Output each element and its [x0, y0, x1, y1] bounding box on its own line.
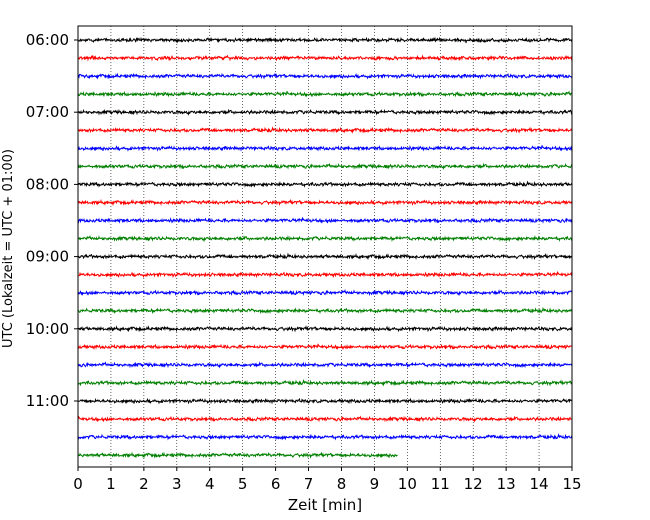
trace-0915: [77, 271, 573, 279]
trace-1115: [77, 415, 573, 423]
trace-0745: [77, 162, 573, 171]
x-tick-label-4: 4: [205, 475, 215, 493]
trace-0645: [77, 90, 573, 98]
trace-0615: [77, 54, 573, 62]
x-tick-label-9: 9: [370, 475, 380, 493]
x-tick-label-2: 2: [139, 475, 149, 493]
x-axis-ticks: 0 1 2 3 4 5 6 7 8 9 10 11 12 13 14 15: [73, 467, 582, 493]
y-tick-label-07:00: 07:00: [26, 103, 69, 121]
x-tick-label-6: 6: [271, 475, 281, 493]
seismic-traces: [77, 36, 573, 459]
trace-0600: [77, 36, 573, 44]
trace-0900: [77, 252, 573, 261]
trace-0945: [77, 306, 573, 315]
trace-1145: [77, 451, 398, 459]
y-axis-label: UTC (Lokalzeit = UTC + 01:00): [1, 149, 16, 348]
x-tick-label-12: 12: [464, 475, 483, 493]
y-tick-label-08:00: 08:00: [26, 175, 69, 193]
trace-0830: [77, 217, 573, 224]
x-tick-label-7: 7: [304, 475, 314, 493]
x-tick-label-10: 10: [398, 475, 417, 493]
x-tick-label-3: 3: [172, 475, 182, 493]
trace-0845: [77, 234, 573, 243]
x-tick-label-14: 14: [530, 475, 549, 493]
trace-0700: [77, 108, 573, 116]
y-tick-label-11:00: 11:00: [26, 392, 69, 410]
trace-1130: [77, 433, 573, 441]
x-tick-label-1: 1: [106, 475, 116, 493]
plot-frame: [77, 25, 573, 468]
y-axis-ticks: 06:00 07:00 08:00 09:00 10:00 11:00: [26, 31, 78, 410]
y-tick-label-10:00: 10:00: [26, 320, 69, 338]
trace-1100: [77, 397, 573, 405]
trace-1045: [77, 378, 573, 387]
trace-0730: [77, 145, 573, 152]
trace-0715: [77, 126, 573, 134]
trace-1030: [77, 361, 573, 369]
trace-0800: [77, 180, 573, 188]
x-tick-label-5: 5: [238, 475, 248, 493]
trace-1015: [77, 343, 573, 351]
y-tick-label-06:00: 06:00: [26, 31, 69, 49]
trace-0815: [77, 198, 573, 207]
trace-0930: [77, 289, 573, 297]
x-axis-label: Zeit [min]: [288, 496, 362, 514]
x-tick-label-8: 8: [337, 475, 347, 493]
x-tick-label-11: 11: [431, 475, 450, 493]
x-tick-label-15: 15: [562, 475, 581, 493]
trace-0630: [77, 72, 573, 80]
y-tick-label-09:00: 09:00: [26, 248, 69, 266]
x-tick-label-0: 0: [73, 475, 83, 493]
trace-1000: [77, 325, 573, 333]
x-tick-label-13: 13: [497, 475, 516, 493]
